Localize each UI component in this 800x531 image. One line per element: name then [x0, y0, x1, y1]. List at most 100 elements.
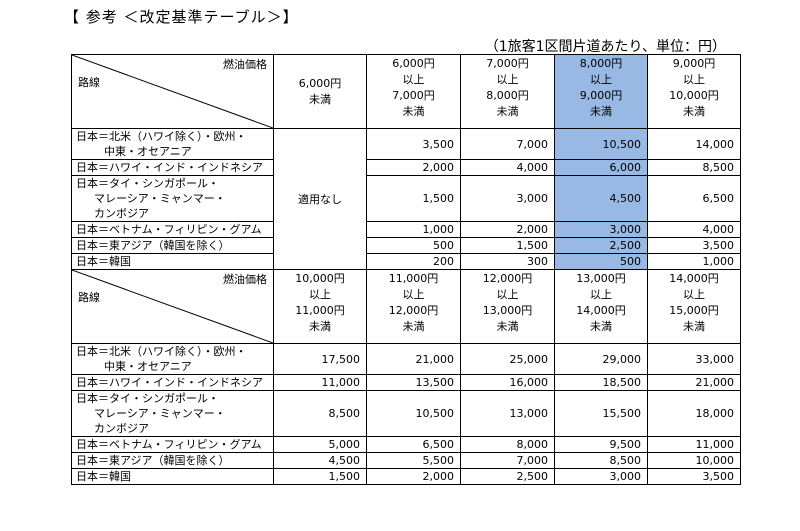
table-row: 日本＝ベトナム・フィリピン・グアム 5,000 6,500 8,000 9,500 11,…: [71, 436, 741, 453]
header-line: 14,000円: [669, 272, 719, 285]
table-row: 日本＝ハワイ・インド・インドネシア 2,000 4,000 6,000 8,500: [71, 159, 741, 176]
header-line: 未満: [309, 320, 331, 333]
value-cell: 3,500: [647, 237, 741, 254]
header-line: 以上: [402, 73, 425, 86]
header-line: 14,000円: [576, 304, 626, 317]
header-line: 13,000円: [576, 272, 626, 285]
header-line: 未満: [590, 320, 612, 333]
route-line: 中東・オセアニア: [104, 360, 192, 373]
route-line: 日本＝韓国: [76, 255, 131, 268]
value-cell: 3,500: [647, 468, 741, 485]
price-band-header: 14,000円 以上 15,000円 未満: [647, 269, 741, 344]
route-line: カンボジア: [94, 207, 149, 220]
price-band-header: 10,000円 以上 11,000円 未満: [273, 269, 367, 344]
price-band-header: 9,000円 以上 10,000円 未満: [647, 54, 741, 129]
value-cell: 5,500: [366, 452, 461, 469]
price-band-header: 11,000円 以上 12,000円 未満: [366, 269, 461, 344]
value-cell: 500: [366, 237, 461, 254]
header-line: 10,000円: [669, 89, 719, 102]
corner-cell: 燃油価格路線: [71, 54, 274, 129]
route-line: カンボジア: [94, 422, 149, 435]
value-cell: 5,000: [273, 436, 367, 453]
header-line: 以上: [402, 288, 425, 301]
value-cell: 6,500: [366, 436, 461, 453]
value-cell: 13,500: [366, 374, 461, 391]
header-line: 以上: [590, 288, 612, 301]
header-line: 未満: [683, 105, 705, 118]
corner-fuel-price-label: 燃油価格: [223, 58, 267, 71]
header-line: 未満: [402, 105, 425, 118]
value-cell: 8,500: [273, 390, 367, 437]
value-cell: 11,000: [647, 436, 741, 453]
header-row: 燃油価格 路線 6,000円 未満 6,000円 以上 7,000円 未満 7,000円 以上 8,…: [71, 54, 741, 129]
route-line: 日本＝ハワイ・インド・インドネシア: [76, 161, 263, 174]
header-line: 以上: [590, 73, 612, 86]
value-cell: 25,000: [460, 343, 555, 375]
header-line: 12,000円: [482, 272, 533, 285]
table-body: 燃油価格 路線 6,000円 未満 6,000円 以上 7,000円 未満 7,000円 以上 8,…: [71, 54, 741, 485]
value-cell: 33,000: [647, 343, 741, 375]
header-line: 未満: [683, 320, 705, 333]
route-line: 日本＝韓国: [76, 470, 131, 483]
header-line: 以上: [683, 73, 705, 86]
route-cell: 日本＝北米（ハワイ除く）・欧州・ 中東・オセアニア: [71, 343, 274, 375]
value-cell: 1,000: [647, 253, 741, 270]
table-row: 日本＝タイ・シンガポール・ マレーシア・ミャンマー・ カンボジア 1,500 3,000…: [71, 175, 741, 222]
header-line: 10,000円: [295, 272, 345, 285]
value-cell: 10,500: [554, 128, 648, 160]
unit-note: （1旅客1区間片道あたり、単位：円）: [484, 39, 726, 55]
table-row: 日本＝韓国 200 300 500 1,000: [71, 253, 741, 270]
value-cell: 7,000: [460, 452, 555, 469]
header-line: 6,000円: [298, 77, 342, 90]
value-cell: 6,500: [647, 175, 741, 222]
value-cell: 200: [366, 253, 461, 270]
route-cell: 日本＝ベトナム・フィリピン・グアム: [71, 221, 274, 238]
route-cell: 日本＝ハワイ・インド・インドネシア: [71, 159, 274, 176]
value-cell: 21,000: [366, 343, 461, 375]
header-line: 以上: [683, 288, 705, 301]
header-line: 12,000円: [388, 304, 439, 317]
header-line: 8,000円: [579, 57, 623, 70]
surcharge-table: 燃油価格 路線 6,000円 未満 6,000円 以上 7,000円 未満 7,000円 以上 8,…: [71, 54, 741, 485]
value-cell: 1,500: [273, 468, 367, 485]
value-cell: 16,000: [460, 374, 555, 391]
table-row: 日本＝ハワイ・インド・インドネシア 11,000 13,500 16,000 18,50…: [71, 374, 741, 391]
corner-route-label: 路線: [78, 76, 100, 89]
route-cell: 日本＝東アジア（韓国を除く）: [71, 237, 274, 254]
header-line: 6,000円: [392, 57, 435, 70]
header-line: 未満: [402, 320, 425, 333]
value-cell: 8,500: [554, 452, 648, 469]
value-cell: 8,500: [647, 159, 741, 176]
table-row: 日本＝北米（ハワイ除く）・欧州・ 中東・オセアニア 適用なし 3,500 7,000 10…: [71, 128, 741, 270]
header-line: 15,000円: [669, 304, 719, 317]
value-cell: 1,500: [366, 175, 461, 222]
header-line: 11,000円: [295, 304, 345, 317]
price-band-header: 6,000円 未満: [273, 54, 367, 129]
value-cell: 2,000: [366, 468, 461, 485]
header-line: 以上: [496, 288, 519, 301]
route-cell: 日本＝韓国: [71, 468, 274, 485]
value-cell: 3,000: [554, 468, 648, 485]
value-cell: 1,000: [366, 221, 461, 238]
route-cell: 日本＝東アジア（韓国を除く）: [71, 452, 274, 469]
value-cell: 18,500: [554, 374, 648, 391]
value-cell: 2,000: [460, 221, 555, 238]
route-line: 日本＝タイ・シンガポール・: [76, 177, 219, 190]
value-cell: 300: [460, 253, 555, 270]
route-line: 中東・オセアニア: [104, 145, 192, 158]
header-line: 11,000円: [388, 272, 439, 285]
value-cell: 21,000: [647, 374, 741, 391]
value-cell: 2,500: [460, 468, 555, 485]
price-band-header: 12,000円 以上 13,000円 未満: [460, 269, 555, 344]
route-cell: 日本＝タイ・シンガポール・マレーシア・ミャンマー・ カンボジア: [71, 175, 274, 222]
value-cell: 4,500: [554, 175, 648, 222]
route-line: マレーシア・ミャンマー・: [94, 192, 226, 205]
header-line: 8,000円: [486, 89, 529, 102]
route-cell: 日本＝ベトナム・フィリピン・グアム: [71, 436, 274, 453]
price-band-header: 8,000円 以上 9,000円 未満: [554, 54, 648, 129]
header-row: 燃油価格 路線 10,000円 以上 11,000円 未満 11,000円 以上 12,000円…: [71, 269, 741, 344]
header-line: 以上: [309, 288, 331, 301]
value-cell: 14,000: [647, 128, 741, 160]
header-line: 以上: [496, 73, 519, 86]
table-row: 日本＝東アジア（韓国を除く） 4,500 5,500 7,000 8,500 10,000: [71, 452, 741, 469]
